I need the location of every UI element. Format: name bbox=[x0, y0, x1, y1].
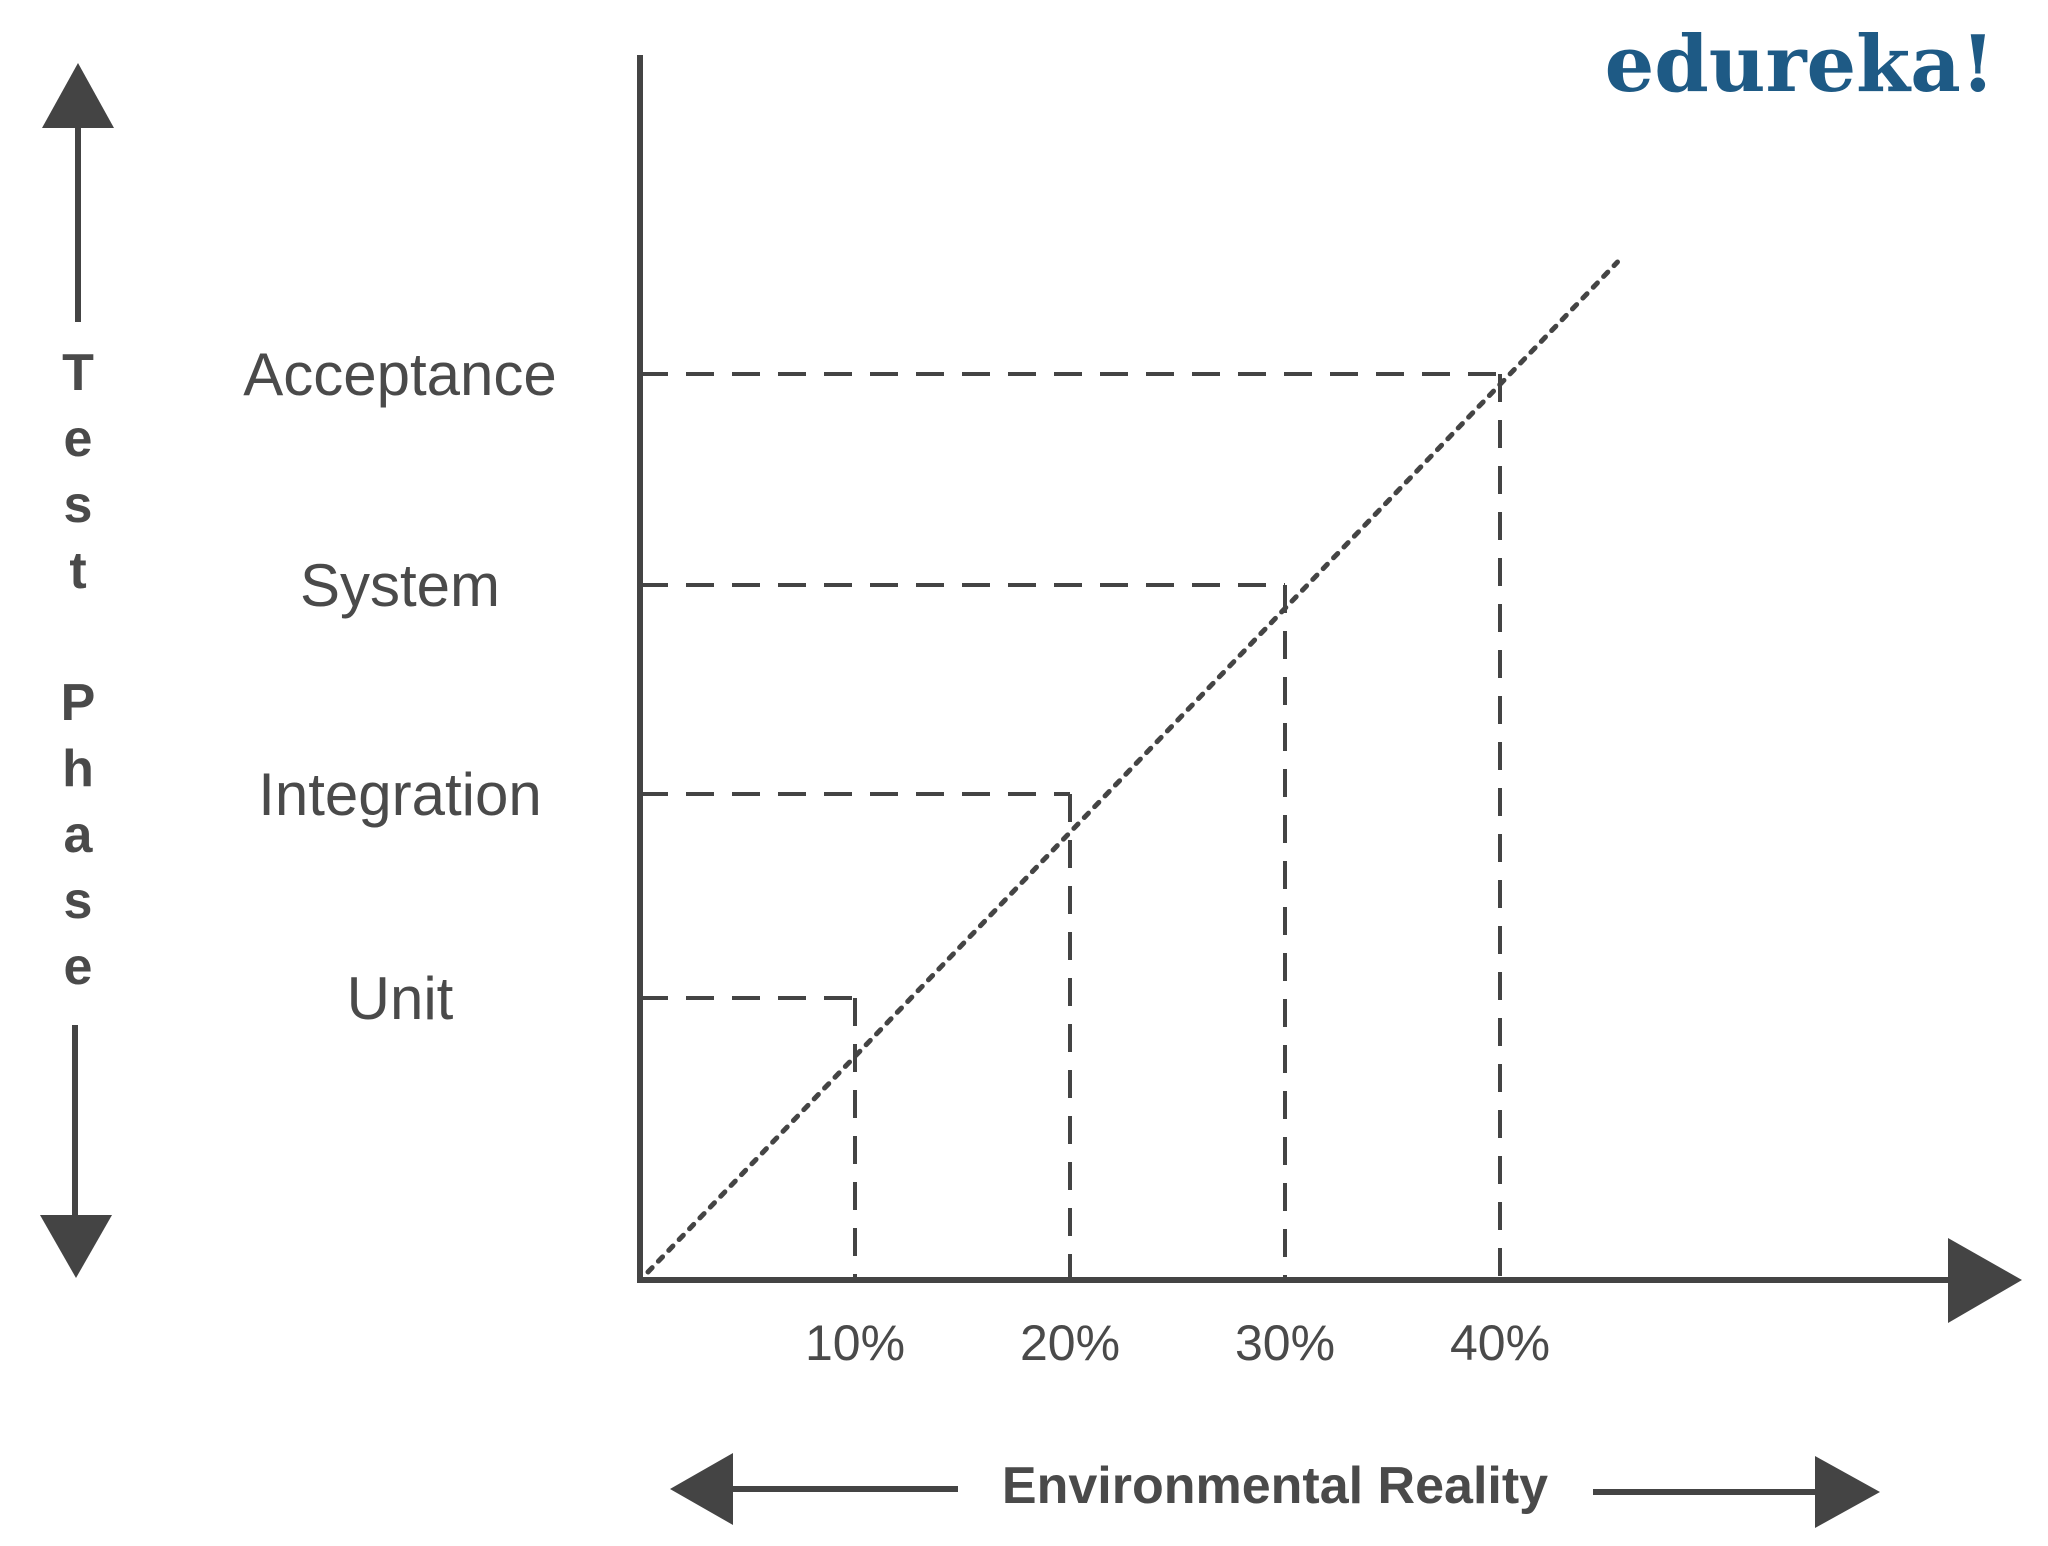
x-axis-arrowhead bbox=[1948, 1238, 2022, 1323]
y-axis-title-letter: t bbox=[69, 542, 86, 600]
y-axis-title-letter: a bbox=[64, 806, 94, 864]
y-axis-title-up-arrow bbox=[42, 63, 114, 322]
phase-label-integration: Integration bbox=[258, 761, 542, 828]
x-tick-label: 20% bbox=[1020, 1315, 1120, 1371]
y-axis-title-down-arrow bbox=[40, 1025, 112, 1278]
edureka-logo: edureka! bbox=[1605, 19, 1995, 110]
y-axis-title-letter: h bbox=[62, 740, 94, 798]
x-axis-title: Environmental Reality bbox=[1002, 1457, 1548, 1515]
y-axis-title-letter: e bbox=[64, 410, 93, 468]
trend-line bbox=[645, 259, 1620, 1275]
x-tick-label: 10% bbox=[805, 1315, 905, 1371]
phase-label-acceptance: Acceptance bbox=[243, 341, 557, 408]
y-axis-title-letter: s bbox=[64, 476, 93, 534]
y-axis-title-letter: s bbox=[64, 872, 93, 930]
phase-label-system: System bbox=[300, 552, 500, 619]
x-axis-title-right-arrow bbox=[1593, 1456, 1880, 1528]
y-axis-title-letter: T bbox=[62, 344, 94, 402]
x-tick-label: 30% bbox=[1235, 1315, 1335, 1371]
chart-axes bbox=[637, 55, 2022, 1323]
y-axis-title-letter: e bbox=[64, 938, 93, 996]
phase-labels: Unit Integration System Acceptance bbox=[243, 341, 557, 1032]
y-axis-title-letter: P bbox=[61, 674, 96, 732]
x-tick-labels: 10% 20% 30% 40% bbox=[805, 1315, 1550, 1371]
phase-label-unit: Unit bbox=[347, 965, 454, 1032]
x-axis-title-left-arrow bbox=[670, 1453, 958, 1525]
x-tick-label: 40% bbox=[1450, 1315, 1550, 1371]
guide-lines bbox=[640, 372, 1502, 1280]
